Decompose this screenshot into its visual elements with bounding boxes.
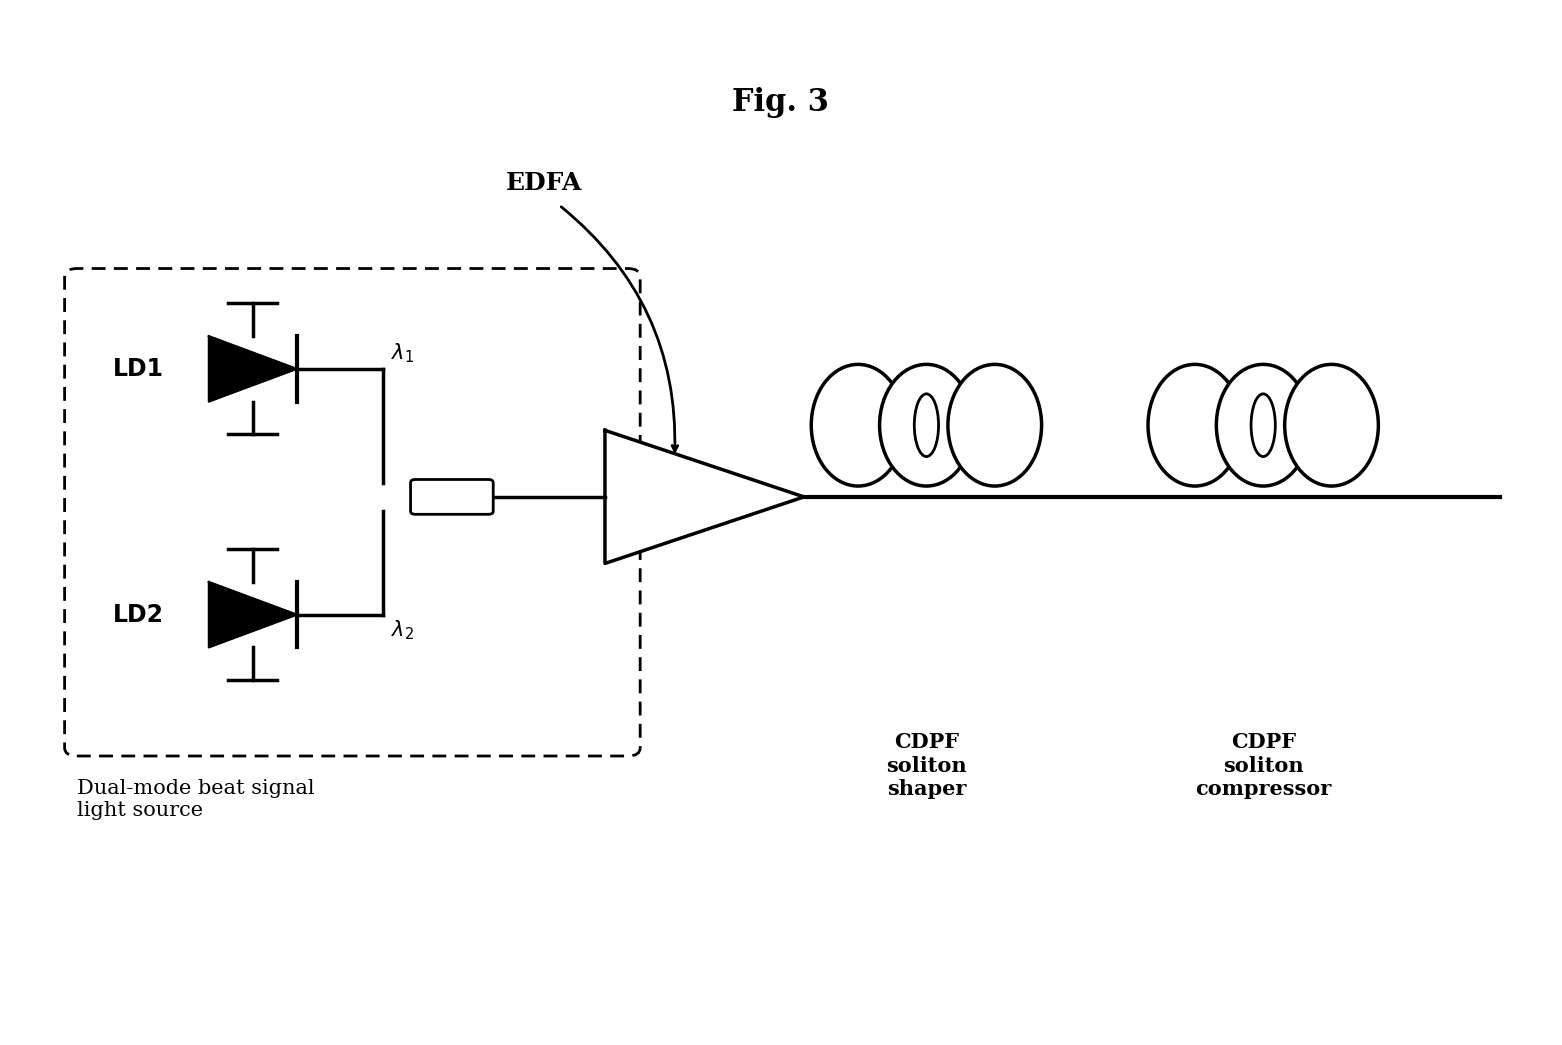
Text: LD2: LD2 (112, 603, 164, 627)
Polygon shape (604, 431, 804, 563)
FancyBboxPatch shape (411, 480, 494, 514)
Ellipse shape (1251, 394, 1275, 457)
Text: Dual-mode beat signal
light source: Dual-mode beat signal light source (77, 779, 314, 819)
Polygon shape (209, 582, 297, 648)
Ellipse shape (1217, 365, 1311, 486)
Text: $\lambda_1$: $\lambda_1$ (390, 342, 414, 366)
Polygon shape (209, 336, 297, 401)
Text: Fig. 3: Fig. 3 (733, 87, 829, 118)
Ellipse shape (879, 365, 973, 486)
Text: $\lambda_2$: $\lambda_2$ (390, 619, 414, 642)
Text: EDFA: EDFA (506, 170, 583, 194)
Ellipse shape (1148, 365, 1242, 486)
Ellipse shape (948, 365, 1042, 486)
Ellipse shape (1284, 365, 1378, 486)
Ellipse shape (914, 394, 939, 457)
Text: CDPF
soliton
shaper: CDPF soliton shaper (886, 733, 967, 798)
Ellipse shape (811, 365, 904, 486)
Text: LD1: LD1 (112, 357, 164, 380)
Text: CDPF
soliton
compressor: CDPF soliton compressor (1195, 733, 1331, 798)
